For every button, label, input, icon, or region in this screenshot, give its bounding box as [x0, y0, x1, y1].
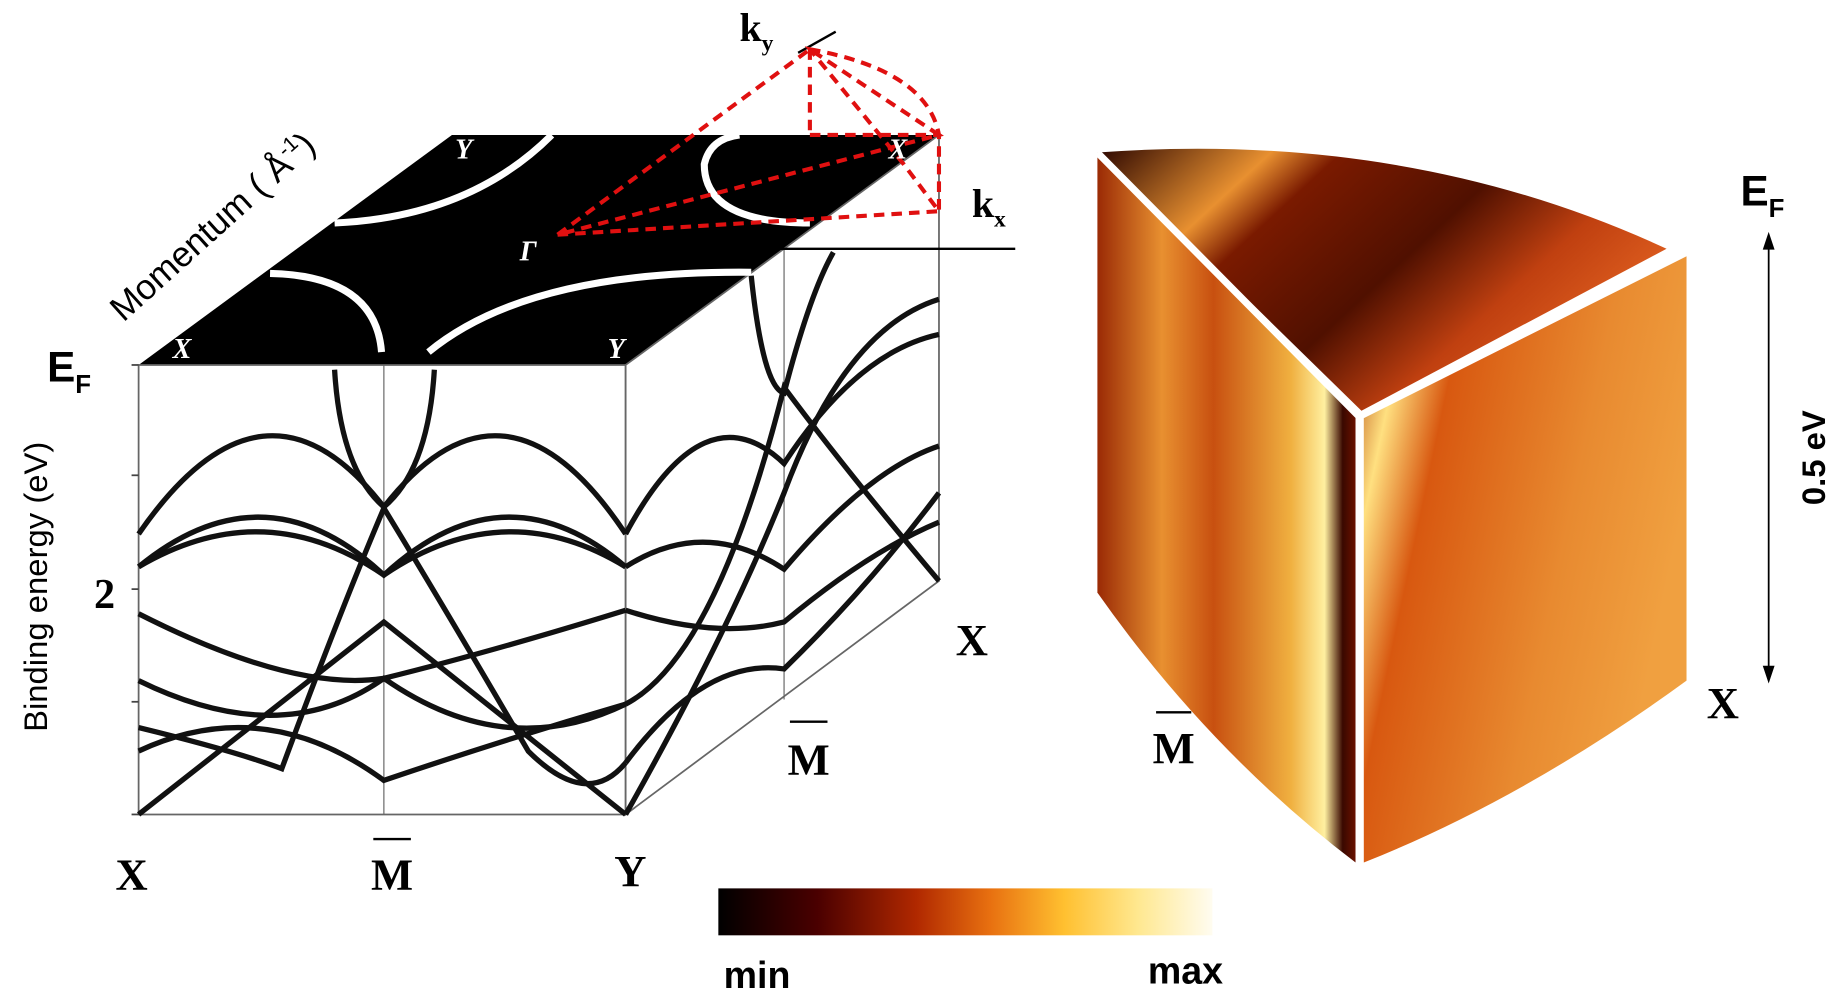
x-label: Y	[614, 846, 646, 896]
ky-label: ky	[739, 5, 773, 56]
colorbar-min: min	[724, 954, 791, 994]
top-label: Y	[608, 334, 628, 365]
top-label: X	[888, 134, 909, 165]
x-label: X	[1707, 678, 1739, 728]
side-label: M	[788, 735, 830, 785]
top-label: X	[172, 334, 193, 365]
top-label: Γ	[519, 237, 538, 268]
figure: Binding energy (eV) EF 2 Momentum ( Å-1)…	[0, 0, 1831, 994]
fermi-label: EF	[1741, 167, 1785, 223]
fermi-label: EF	[47, 343, 91, 399]
m-label: M	[1153, 723, 1195, 773]
y-axis-label: Binding energy (eV)	[17, 442, 54, 732]
x-label: X	[115, 850, 147, 900]
top-label: Y	[455, 134, 475, 165]
colorbar-max: max	[1148, 949, 1223, 991]
x-label: M	[371, 850, 413, 900]
band-box	[132, 32, 1016, 815]
energy-scale: 0.5 eV	[1795, 410, 1831, 505]
kx-label: kx	[972, 181, 1006, 232]
side-label: X	[956, 615, 988, 665]
colorbar	[718, 888, 1212, 935]
y-tick-label: 2	[94, 571, 115, 618]
